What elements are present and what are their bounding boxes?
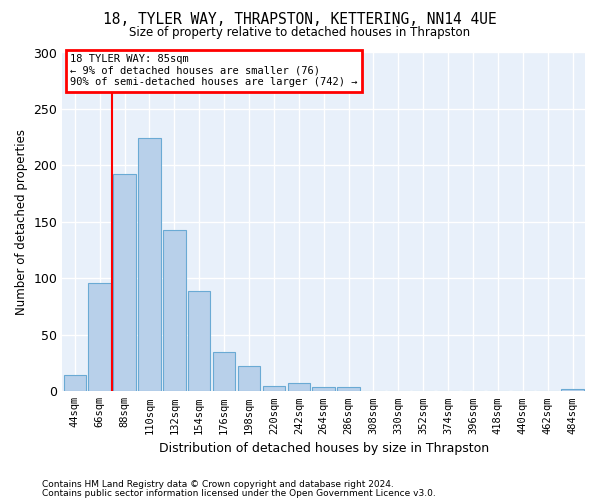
Bar: [64, 376, 86, 392]
Bar: [88, 283, 111, 392]
Y-axis label: Number of detached properties: Number of detached properties: [15, 129, 28, 315]
Bar: [213, 352, 235, 392]
Text: Contains HM Land Registry data © Crown copyright and database right 2024.: Contains HM Land Registry data © Crown c…: [42, 480, 394, 489]
X-axis label: Distribution of detached houses by size in Thrapston: Distribution of detached houses by size …: [158, 442, 489, 455]
Bar: [337, 387, 360, 392]
Bar: [188, 291, 211, 392]
Bar: [138, 138, 161, 392]
Text: Contains public sector information licensed under the Open Government Licence v3: Contains public sector information licen…: [42, 488, 436, 498]
Bar: [263, 386, 285, 392]
Text: Size of property relative to detached houses in Thrapston: Size of property relative to detached ho…: [130, 26, 470, 39]
Bar: [562, 389, 584, 392]
Bar: [313, 387, 335, 392]
Bar: [238, 366, 260, 392]
Bar: [113, 174, 136, 392]
Text: 18, TYLER WAY, THRAPSTON, KETTERING, NN14 4UE: 18, TYLER WAY, THRAPSTON, KETTERING, NN1…: [103, 12, 497, 28]
Bar: [163, 230, 185, 392]
Text: 18 TYLER WAY: 85sqm
← 9% of detached houses are smaller (76)
90% of semi-detache: 18 TYLER WAY: 85sqm ← 9% of detached hou…: [70, 54, 358, 88]
Bar: [287, 384, 310, 392]
